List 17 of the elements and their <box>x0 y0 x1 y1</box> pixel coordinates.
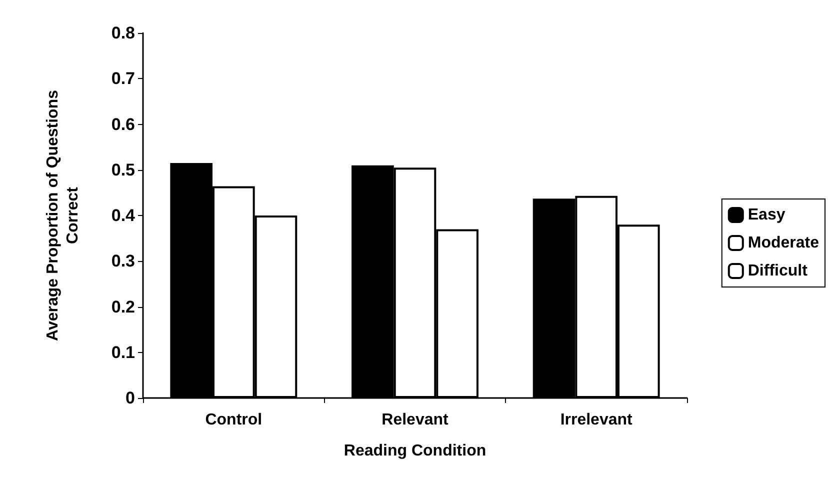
y-tick-label: 0.7 <box>111 69 135 88</box>
x-axis-title: Reading Condition <box>344 442 486 460</box>
y-tick-label: 0.4 <box>111 206 136 225</box>
y-axis-title: Average Proportion of Questions Correct <box>44 90 82 341</box>
x-tick-label: Control <box>205 412 262 428</box>
x-tick-label: Irrelevant <box>560 412 634 428</box>
legend-label: Difficult <box>748 262 808 280</box>
y-tick-label: 0.1 <box>111 342 135 362</box>
y-tick-label: 0.2 <box>111 297 135 316</box>
y-tick-label: 0 <box>126 388 135 408</box>
y-tick-label: 0.5 <box>111 160 135 180</box>
y-tick-label: 0.3 <box>111 252 135 271</box>
y-tick-label: 0.6 <box>111 114 135 134</box>
legend-label: Moderate <box>748 234 820 252</box>
legend-label: Easy <box>748 206 786 224</box>
y-tick-label: 0.8 <box>111 24 135 42</box>
x-tick-label: Relevant <box>382 412 450 428</box>
